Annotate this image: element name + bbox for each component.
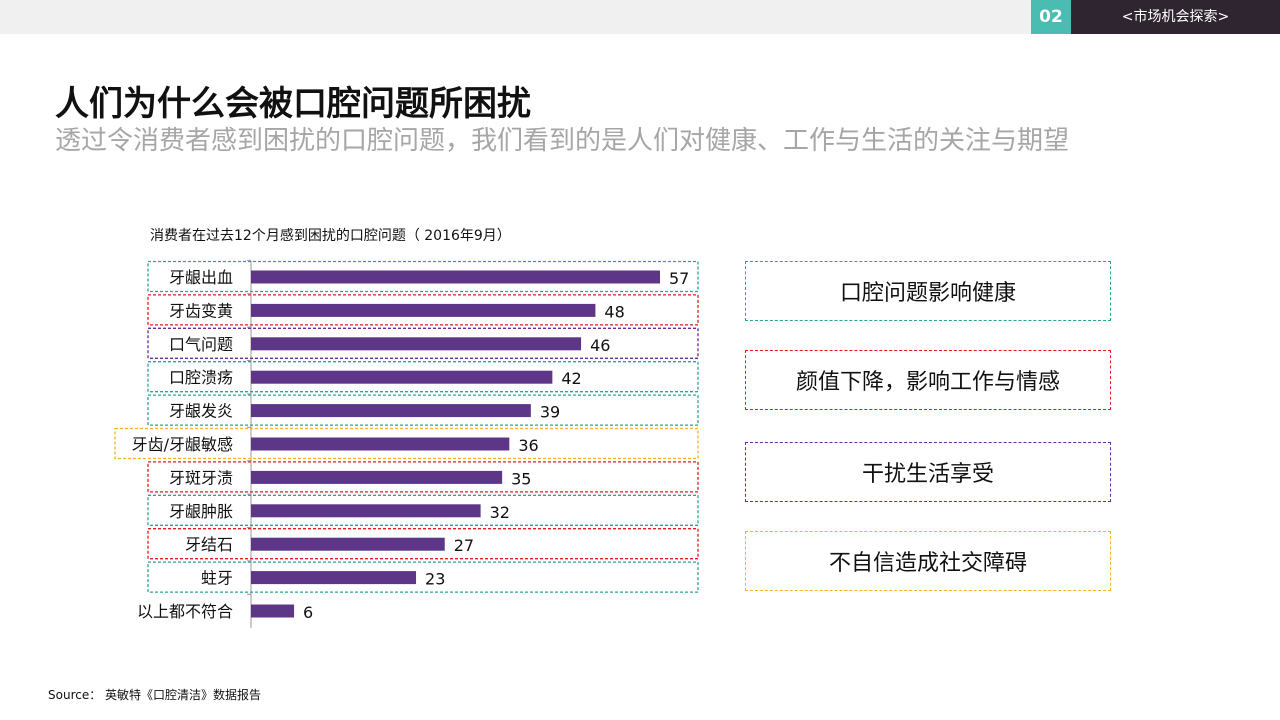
bar <box>251 571 417 585</box>
category-label: 牙龈出血 <box>169 268 233 287</box>
theme-box: 干扰生活享受 <box>745 442 1111 502</box>
data-label: 27 <box>454 536 474 555</box>
bar <box>251 504 481 518</box>
category-label: 牙龈肿胀 <box>169 502 233 521</box>
category-label: 牙齿变黄 <box>169 301 233 320</box>
bar <box>251 404 531 418</box>
highlight-box <box>147 561 699 593</box>
bar <box>251 537 445 551</box>
bar <box>251 337 582 351</box>
theme-box: 口腔问题影响健康 <box>745 261 1111 321</box>
page-subtitle: 透过令消费者感到困扰的口腔问题，我们看到的是人们对健康、工作与生活的关注与期望 <box>55 126 1070 156</box>
highlight-box <box>114 427 699 460</box>
section-number: 02 <box>1031 0 1071 34</box>
data-label: 48 <box>604 302 624 321</box>
section-label: <市场机会探索> <box>1071 0 1280 34</box>
highlight-box <box>147 461 699 493</box>
data-label: 23 <box>425 570 445 589</box>
bar <box>251 437 510 451</box>
bar <box>251 270 660 284</box>
bar <box>251 370 553 384</box>
data-label: 39 <box>540 403 560 422</box>
bar <box>251 470 503 484</box>
highlight-box <box>147 494 699 526</box>
theme-box: 不自信造成社交障碍 <box>745 531 1111 591</box>
category-label: 蛀牙 <box>201 569 233 588</box>
bar <box>251 604 295 618</box>
highlight-box <box>147 394 699 426</box>
data-label: 57 <box>669 269 689 288</box>
category-label: 口腔溃疡 <box>169 368 233 387</box>
category-label: 口气问题 <box>169 335 233 354</box>
data-label: 6 <box>303 603 313 622</box>
page-title: 人们为什么会被口腔问题所困扰 <box>55 84 531 124</box>
highlight-box <box>147 260 699 293</box>
highlight-box <box>147 327 699 359</box>
category-label: 牙结石 <box>185 535 233 554</box>
data-label: 42 <box>561 369 581 388</box>
source-note: Source： 英敏特《口腔清洁》数据报告 <box>48 688 262 702</box>
data-label: 32 <box>490 503 510 522</box>
highlight-box <box>147 528 699 560</box>
category-label: 以上都不符合 <box>137 602 233 621</box>
highlight-box <box>147 361 699 393</box>
chart-title: 消费者在过去12个月感到困扰的口腔问题（ 2016年9月） <box>150 228 511 244</box>
highlight-box <box>147 294 699 326</box>
data-label: 36 <box>518 436 538 455</box>
bar <box>251 303 596 317</box>
category-label: 牙齿/牙龈敏感 <box>132 435 233 454</box>
category-label: 牙斑牙渍 <box>169 468 233 487</box>
data-label: 35 <box>511 469 531 488</box>
theme-box: 颜值下降，影响工作与情感 <box>745 350 1111 410</box>
category-label: 牙龈发炎 <box>169 402 233 421</box>
data-label: 46 <box>590 336 610 355</box>
